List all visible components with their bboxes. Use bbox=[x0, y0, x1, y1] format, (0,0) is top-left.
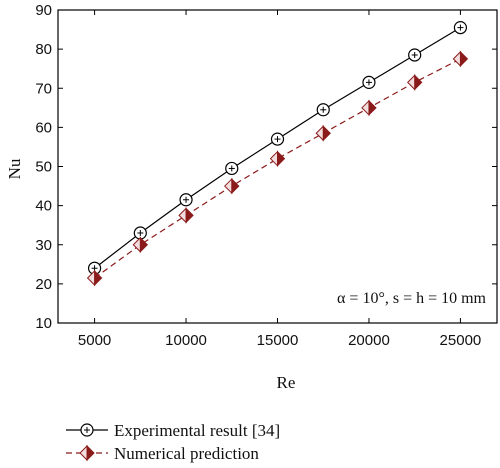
y-tick-label: 50 bbox=[35, 159, 52, 176]
legend-item: Numerical prediction bbox=[66, 444, 259, 463]
data-point-diamond-right bbox=[414, 74, 423, 91]
y-tick-label: 80 bbox=[35, 41, 52, 58]
x-tick-label: 20000 bbox=[348, 332, 390, 349]
data-point-diamond-left bbox=[452, 50, 461, 68]
series-experimental bbox=[87, 21, 468, 275]
data-point-diamond-right bbox=[322, 125, 331, 142]
y-tick-label: 10 bbox=[35, 315, 52, 332]
x-axis-label: Re bbox=[277, 373, 296, 392]
y-tick-label: 90 bbox=[35, 2, 52, 19]
data-point-diamond-right bbox=[139, 236, 149, 253]
legend: Experimental result [34] Numerical predic… bbox=[66, 421, 280, 463]
x-tick-label: 5000 bbox=[78, 332, 111, 349]
data-point-diamond-right bbox=[86, 444, 95, 462]
data-point-diamond-left bbox=[406, 74, 416, 91]
data-point-diamond-left bbox=[86, 269, 96, 287]
y-axis-label: Nu bbox=[5, 158, 24, 179]
data-point-diamond-left bbox=[132, 236, 141, 253]
legend-item: Experimental result [34] bbox=[66, 421, 280, 440]
data-point-diamond-right bbox=[368, 99, 377, 117]
series-numerical bbox=[86, 50, 469, 287]
y-tick-label: 70 bbox=[35, 80, 52, 97]
y-tick-label: 40 bbox=[35, 198, 52, 215]
legend-label: Numerical prediction bbox=[114, 444, 259, 463]
x-tick-label: 25000 bbox=[440, 332, 482, 349]
data-point-diamond-right bbox=[459, 50, 469, 68]
plot-frame bbox=[57, 9, 498, 324]
plot-area bbox=[57, 9, 498, 324]
data-point-diamond-left bbox=[269, 150, 278, 167]
series-layer bbox=[86, 21, 469, 287]
data-point-diamond-right bbox=[185, 207, 194, 224]
data-point-diamond-right bbox=[231, 177, 240, 195]
x-axis-ticks: 5000 10000 15000 20000 25000 bbox=[78, 10, 481, 349]
legend-label: Experimental result [34] bbox=[114, 421, 280, 440]
y-tick-label: 60 bbox=[35, 119, 52, 136]
data-point-diamond-right bbox=[277, 150, 286, 167]
data-point-diamond-left bbox=[361, 99, 370, 117]
data-point-diamond-left bbox=[224, 177, 233, 195]
y-axis-ticks: 10 20 30 40 50 60 70 80 90 bbox=[35, 2, 497, 332]
x-tick-label: 15000 bbox=[257, 332, 299, 349]
y-tick-label: 30 bbox=[35, 237, 52, 254]
data-point-diamond-left bbox=[79, 444, 88, 462]
condition-annotation: α = 10°, s = h = 10 mm bbox=[337, 290, 487, 307]
y-tick-label: 20 bbox=[35, 276, 52, 293]
series-line bbox=[94, 27, 461, 269]
x-tick-label: 10000 bbox=[165, 332, 207, 349]
data-point-diamond-left bbox=[178, 207, 187, 224]
series-line bbox=[94, 58, 461, 279]
data-point-diamond-left bbox=[315, 125, 324, 142]
